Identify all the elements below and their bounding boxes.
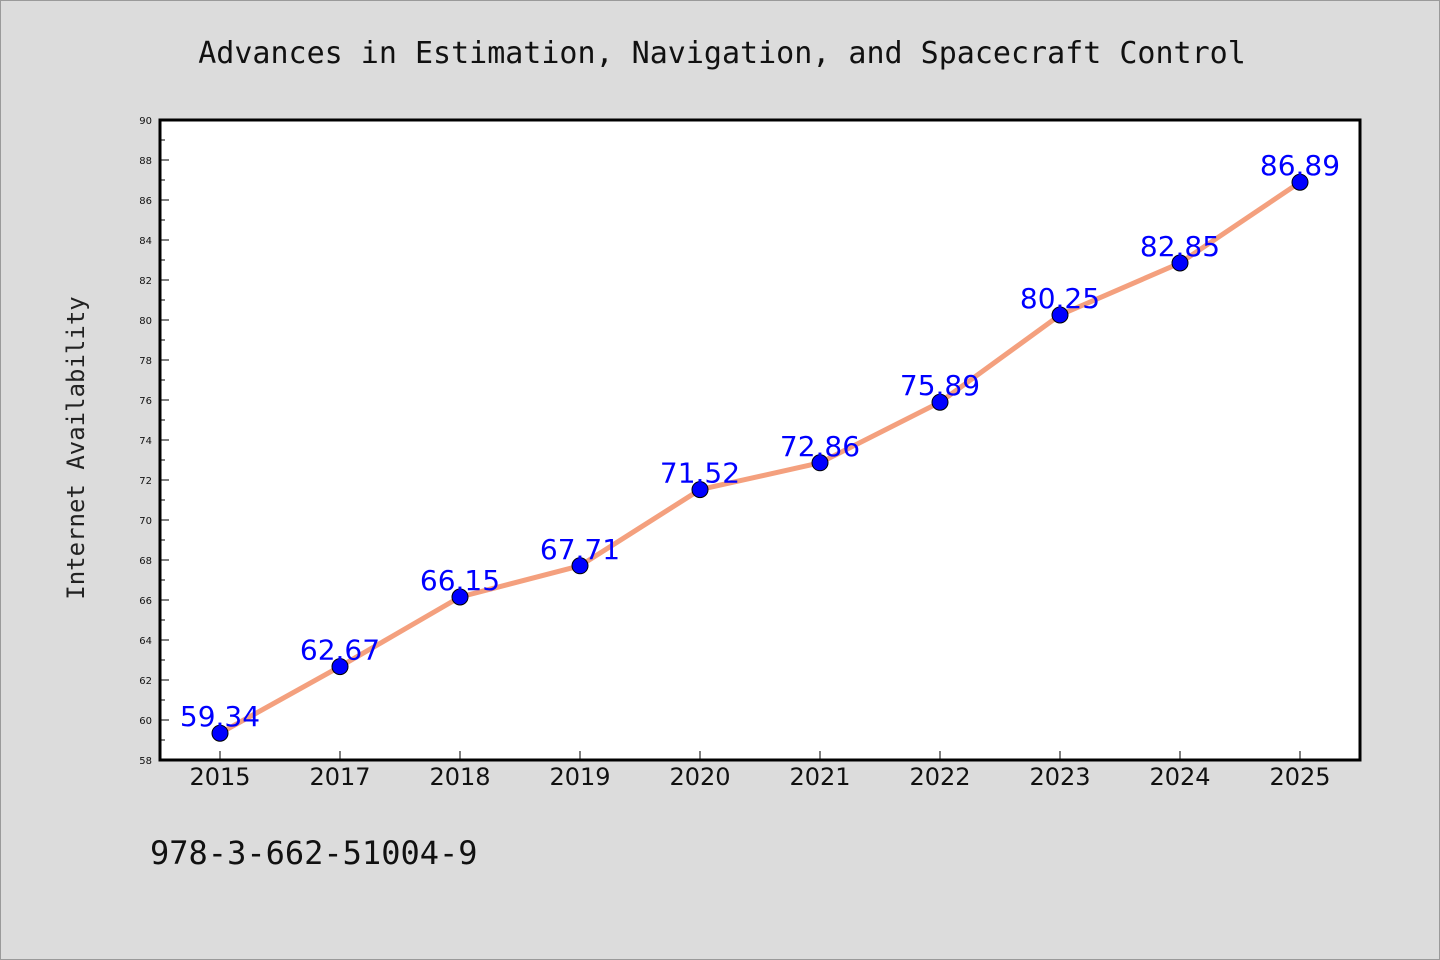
y-tick-label: 60 <box>139 716 152 727</box>
data-label: 80.25 <box>1020 282 1100 315</box>
x-tick-label: 2024 <box>1149 763 1210 791</box>
y-axis: 58 60 62 64 66 68 70 72 74 76 78 80 82 84 86 88 90 <box>139 116 169 767</box>
data-label: 66.15 <box>420 564 500 597</box>
data-series <box>211 173 1309 742</box>
y-tick-label: 86 <box>139 196 152 207</box>
y-tick-label: 74 <box>139 436 152 447</box>
x-tick-label: 2021 <box>789 763 850 791</box>
data-point <box>811 454 829 472</box>
y-tick-label: 76 <box>139 396 152 407</box>
data-label: 82.85 <box>1140 230 1220 263</box>
y-tick-label: 80 <box>139 316 152 327</box>
x-tick-label: 2017 <box>309 763 370 791</box>
x-tick-label: 2018 <box>429 763 490 791</box>
y-tick-label: 90 <box>139 116 152 127</box>
x-tick-label: 2022 <box>909 763 970 791</box>
data-point <box>1051 306 1069 324</box>
y-tick-label: 64 <box>139 636 152 647</box>
data-label: 67.71 <box>540 533 620 566</box>
x-tick-label: 2023 <box>1029 763 1090 791</box>
data-label: 75.89 <box>900 369 980 402</box>
y-tick-label: 70 <box>139 516 152 527</box>
data-point <box>931 393 949 411</box>
x-tick-label: 2025 <box>1269 763 1330 791</box>
data-label: 72.86 <box>780 430 860 463</box>
data-point <box>211 724 229 742</box>
data-label: 62.67 <box>300 634 380 667</box>
y-tick-label: 62 <box>139 676 152 687</box>
data-labels: 59.34 62.67 66.15 67.71 71.52 72.86 75.89 80.25… <box>180 149 1340 733</box>
data-point <box>451 588 469 606</box>
data-label: 59.34 <box>180 700 260 733</box>
y-tick-label: 72 <box>139 476 152 487</box>
y-tick-label: 88 <box>139 156 152 167</box>
y-tick-label: 68 <box>139 556 152 567</box>
data-point <box>1291 173 1309 191</box>
y-tick-label: 58 <box>139 756 152 767</box>
x-axis: 2015 2017 2018 2019 2020 2021 2022 2023 2024 2025 <box>189 751 1331 791</box>
y-tick-label: 66 <box>139 596 152 607</box>
y-tick-label: 78 <box>139 356 152 367</box>
series-line <box>217 179 1303 736</box>
data-label: 71.52 <box>660 457 740 490</box>
y-axis-label: Internet Availability <box>62 296 90 599</box>
data-point <box>1171 254 1189 272</box>
x-tick-label: 2020 <box>669 763 730 791</box>
isbn-caption: 978-3-662-51004-9 <box>150 834 478 872</box>
chart-title: Advances in Estimation, Navigation, and … <box>198 36 1246 71</box>
data-label: 86.89 <box>1260 149 1340 182</box>
x-tick-label: 2015 <box>189 763 250 791</box>
data-point <box>571 557 589 575</box>
data-point <box>331 658 349 676</box>
y-tick-label: 84 <box>139 236 152 247</box>
data-point <box>691 481 709 499</box>
y-tick-label: 82 <box>139 276 152 287</box>
x-tick-label: 2019 <box>549 763 610 791</box>
